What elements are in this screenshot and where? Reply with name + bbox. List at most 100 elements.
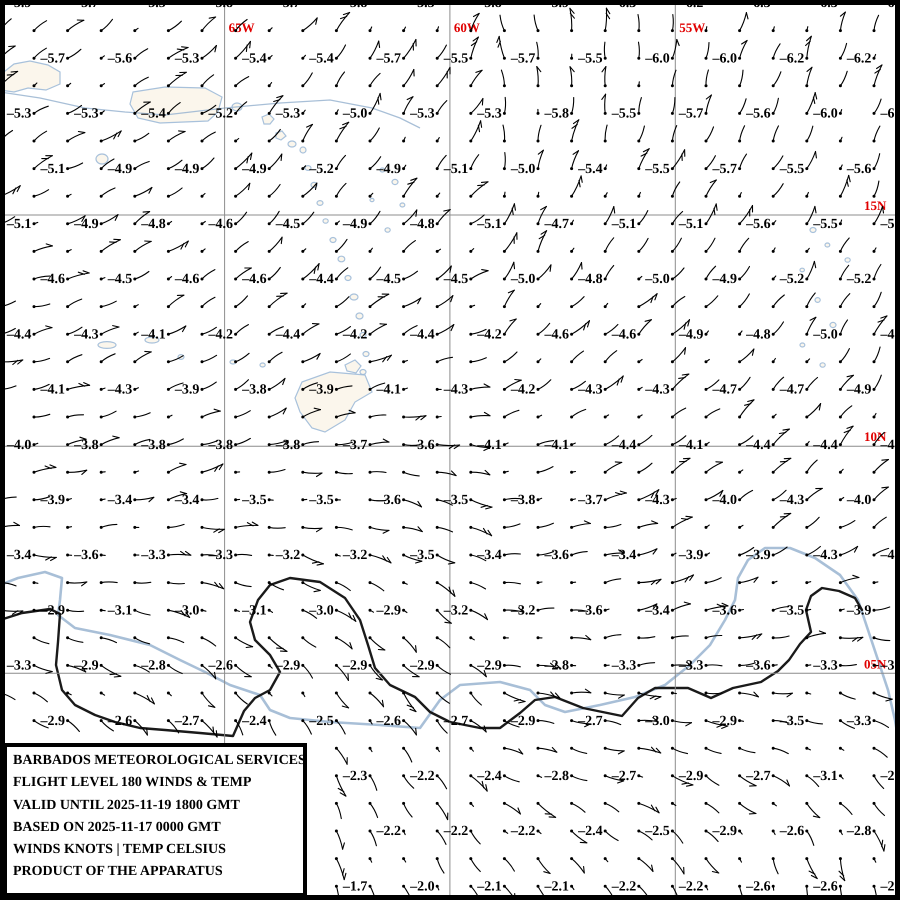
svg-text:–3.8: –3.8: [510, 493, 536, 508]
svg-text:–4.2: –4.2: [476, 327, 502, 342]
svg-text:–3.8: –3.8: [140, 438, 166, 453]
svg-text:–3.5: –3.5: [779, 714, 805, 729]
svg-text:–3.9: –3.9: [40, 493, 66, 508]
svg-text:–5.6: –5.6: [745, 107, 771, 122]
svg-text:–3.3: –3.3: [208, 548, 234, 563]
svg-text:–2.9: –2.9: [476, 659, 502, 674]
svg-text:–2.2: –2.2: [678, 879, 704, 894]
svg-text:–4.6: –4.6: [208, 217, 234, 232]
svg-text:–5.6: –5.6: [745, 217, 771, 232]
svg-text:–5.0: –5.0: [510, 272, 536, 287]
svg-text:–4.0: –4.0: [880, 548, 900, 563]
svg-text:–2.1: –2.1: [476, 879, 502, 894]
svg-text:–5.2: –5.2: [846, 272, 872, 287]
svg-text:–5.8: –5.8: [476, 0, 502, 11]
svg-text:–2.9: –2.9: [40, 603, 66, 618]
svg-text:–6.0: –6.0: [644, 51, 670, 66]
svg-text:–6.4: –6.4: [880, 0, 900, 11]
svg-text:–2.7: –2.7: [577, 714, 603, 729]
svg-text:–2.9: –2.9: [342, 659, 368, 674]
svg-text:–5.3: –5.3: [174, 51, 200, 66]
svg-text:–2.4: –2.4: [577, 824, 603, 839]
svg-text:–5.1: –5.1: [443, 162, 469, 177]
svg-text:–3.9: –3.9: [308, 383, 334, 398]
svg-text:–2.9: –2.9: [376, 603, 402, 618]
svg-text:–3.5: –3.5: [443, 493, 469, 508]
svg-text:55W: 55W: [679, 20, 705, 35]
svg-text:–3.3: –3.3: [846, 714, 872, 729]
svg-text:–4.3: –4.3: [107, 383, 133, 398]
svg-text:–2.1: –2.1: [544, 879, 570, 894]
svg-text:–4.8: –4.8: [745, 327, 771, 342]
svg-text:–3.4: –3.4: [174, 493, 200, 508]
svg-text:–2.8: –2.8: [846, 824, 872, 839]
svg-text:–2.9: –2.9: [712, 824, 738, 839]
svg-text:–4.5: –4.5: [376, 272, 402, 287]
svg-text:–5.8: –5.8: [208, 0, 234, 11]
svg-text:–4.6: –4.6: [544, 327, 570, 342]
svg-text:–2.6: –2.6: [107, 714, 133, 729]
svg-text:–4.1: –4.1: [140, 327, 166, 342]
svg-text:–5.6: –5.6: [846, 162, 872, 177]
svg-text:–3.6: –3.6: [712, 603, 738, 618]
svg-text:–6.3: –6.3: [812, 0, 838, 11]
svg-text:–5.5: –5.5: [140, 0, 166, 11]
svg-text:–6.3: –6.3: [745, 0, 771, 11]
svg-text:–2.8: –2.8: [544, 769, 570, 784]
svg-text:–5.4: –5.4: [577, 162, 603, 177]
svg-text:–3.3: –3.3: [6, 659, 32, 674]
svg-text:–3.6: –3.6: [544, 548, 570, 563]
svg-text:–3.4: –3.4: [107, 493, 133, 508]
svg-text:–4.5: –4.5: [275, 217, 301, 232]
svg-text:–3.8: –3.8: [241, 383, 267, 398]
svg-text:–3.7: –3.7: [577, 493, 603, 508]
svg-text:–2.9: –2.9: [409, 659, 435, 674]
svg-text:–3.5: –3.5: [409, 548, 435, 563]
svg-text:–3.4: –3.4: [476, 548, 502, 563]
svg-text:–5.9: –5.9: [544, 0, 570, 11]
svg-text:–3.2: –3.2: [510, 603, 536, 618]
svg-text:65W: 65W: [229, 20, 255, 35]
svg-text:–2.6: –2.6: [779, 824, 805, 839]
svg-text:–5.1: –5.1: [40, 162, 66, 177]
svg-text:–4.4: –4.4: [745, 438, 771, 453]
svg-text:–5.3: –5.3: [275, 107, 301, 122]
svg-text:–2.9: –2.9: [712, 714, 738, 729]
svg-text:–4.1: –4.1: [544, 438, 570, 453]
svg-text:–4.9: –4.9: [107, 162, 133, 177]
svg-text:–5.5: –5.5: [880, 217, 900, 232]
svg-text:–5.8: –5.8: [342, 0, 368, 11]
svg-text:–2.4: –2.4: [476, 769, 502, 784]
svg-text:–3.5: –3.5: [308, 493, 334, 508]
svg-text:–6.2: –6.2: [779, 51, 805, 66]
svg-text:–5.7: –5.7: [376, 51, 402, 66]
svg-text:–4.9: –4.9: [880, 327, 900, 342]
svg-text:–5.7: –5.7: [510, 51, 536, 66]
svg-text:–3.6: –3.6: [577, 603, 603, 618]
svg-text:–2.9: –2.9: [40, 714, 66, 729]
svg-text:–3.1: –3.1: [812, 769, 838, 784]
svg-text:–4.6: –4.6: [241, 272, 267, 287]
svg-text:–2.2: –2.2: [409, 769, 435, 784]
svg-text:–5.8: –5.8: [544, 107, 570, 122]
svg-text:–5.3: –5.3: [409, 107, 435, 122]
svg-text:–4.9: –4.9: [712, 272, 738, 287]
svg-text:–2.8: –2.8: [544, 659, 570, 674]
svg-text:–3.5: –3.5: [241, 493, 267, 508]
svg-text:–4.5: –4.5: [107, 272, 133, 287]
svg-text:–3.3: –3.3: [140, 548, 166, 563]
svg-text:–3.9: –3.9: [174, 383, 200, 398]
svg-text:–3.2: –3.2: [342, 548, 368, 563]
svg-text:–4.3: –4.3: [577, 383, 603, 398]
svg-text:–2.7: –2.7: [611, 769, 637, 784]
svg-text:–3.2: –3.2: [275, 548, 301, 563]
svg-text:–4.9: –4.9: [73, 217, 99, 232]
svg-text:–5.7: –5.7: [712, 162, 738, 177]
svg-text:–4.9: –4.9: [846, 383, 872, 398]
svg-text:–5.0: –5.0: [812, 327, 838, 342]
svg-text:–6.2: –6.2: [846, 51, 872, 66]
svg-text:–3.0: –3.0: [644, 714, 670, 729]
svg-text:–2.9: –2.9: [510, 714, 536, 729]
svg-text:–4.6: –4.6: [40, 272, 66, 287]
svg-text:–4.9: –4.9: [678, 327, 704, 342]
